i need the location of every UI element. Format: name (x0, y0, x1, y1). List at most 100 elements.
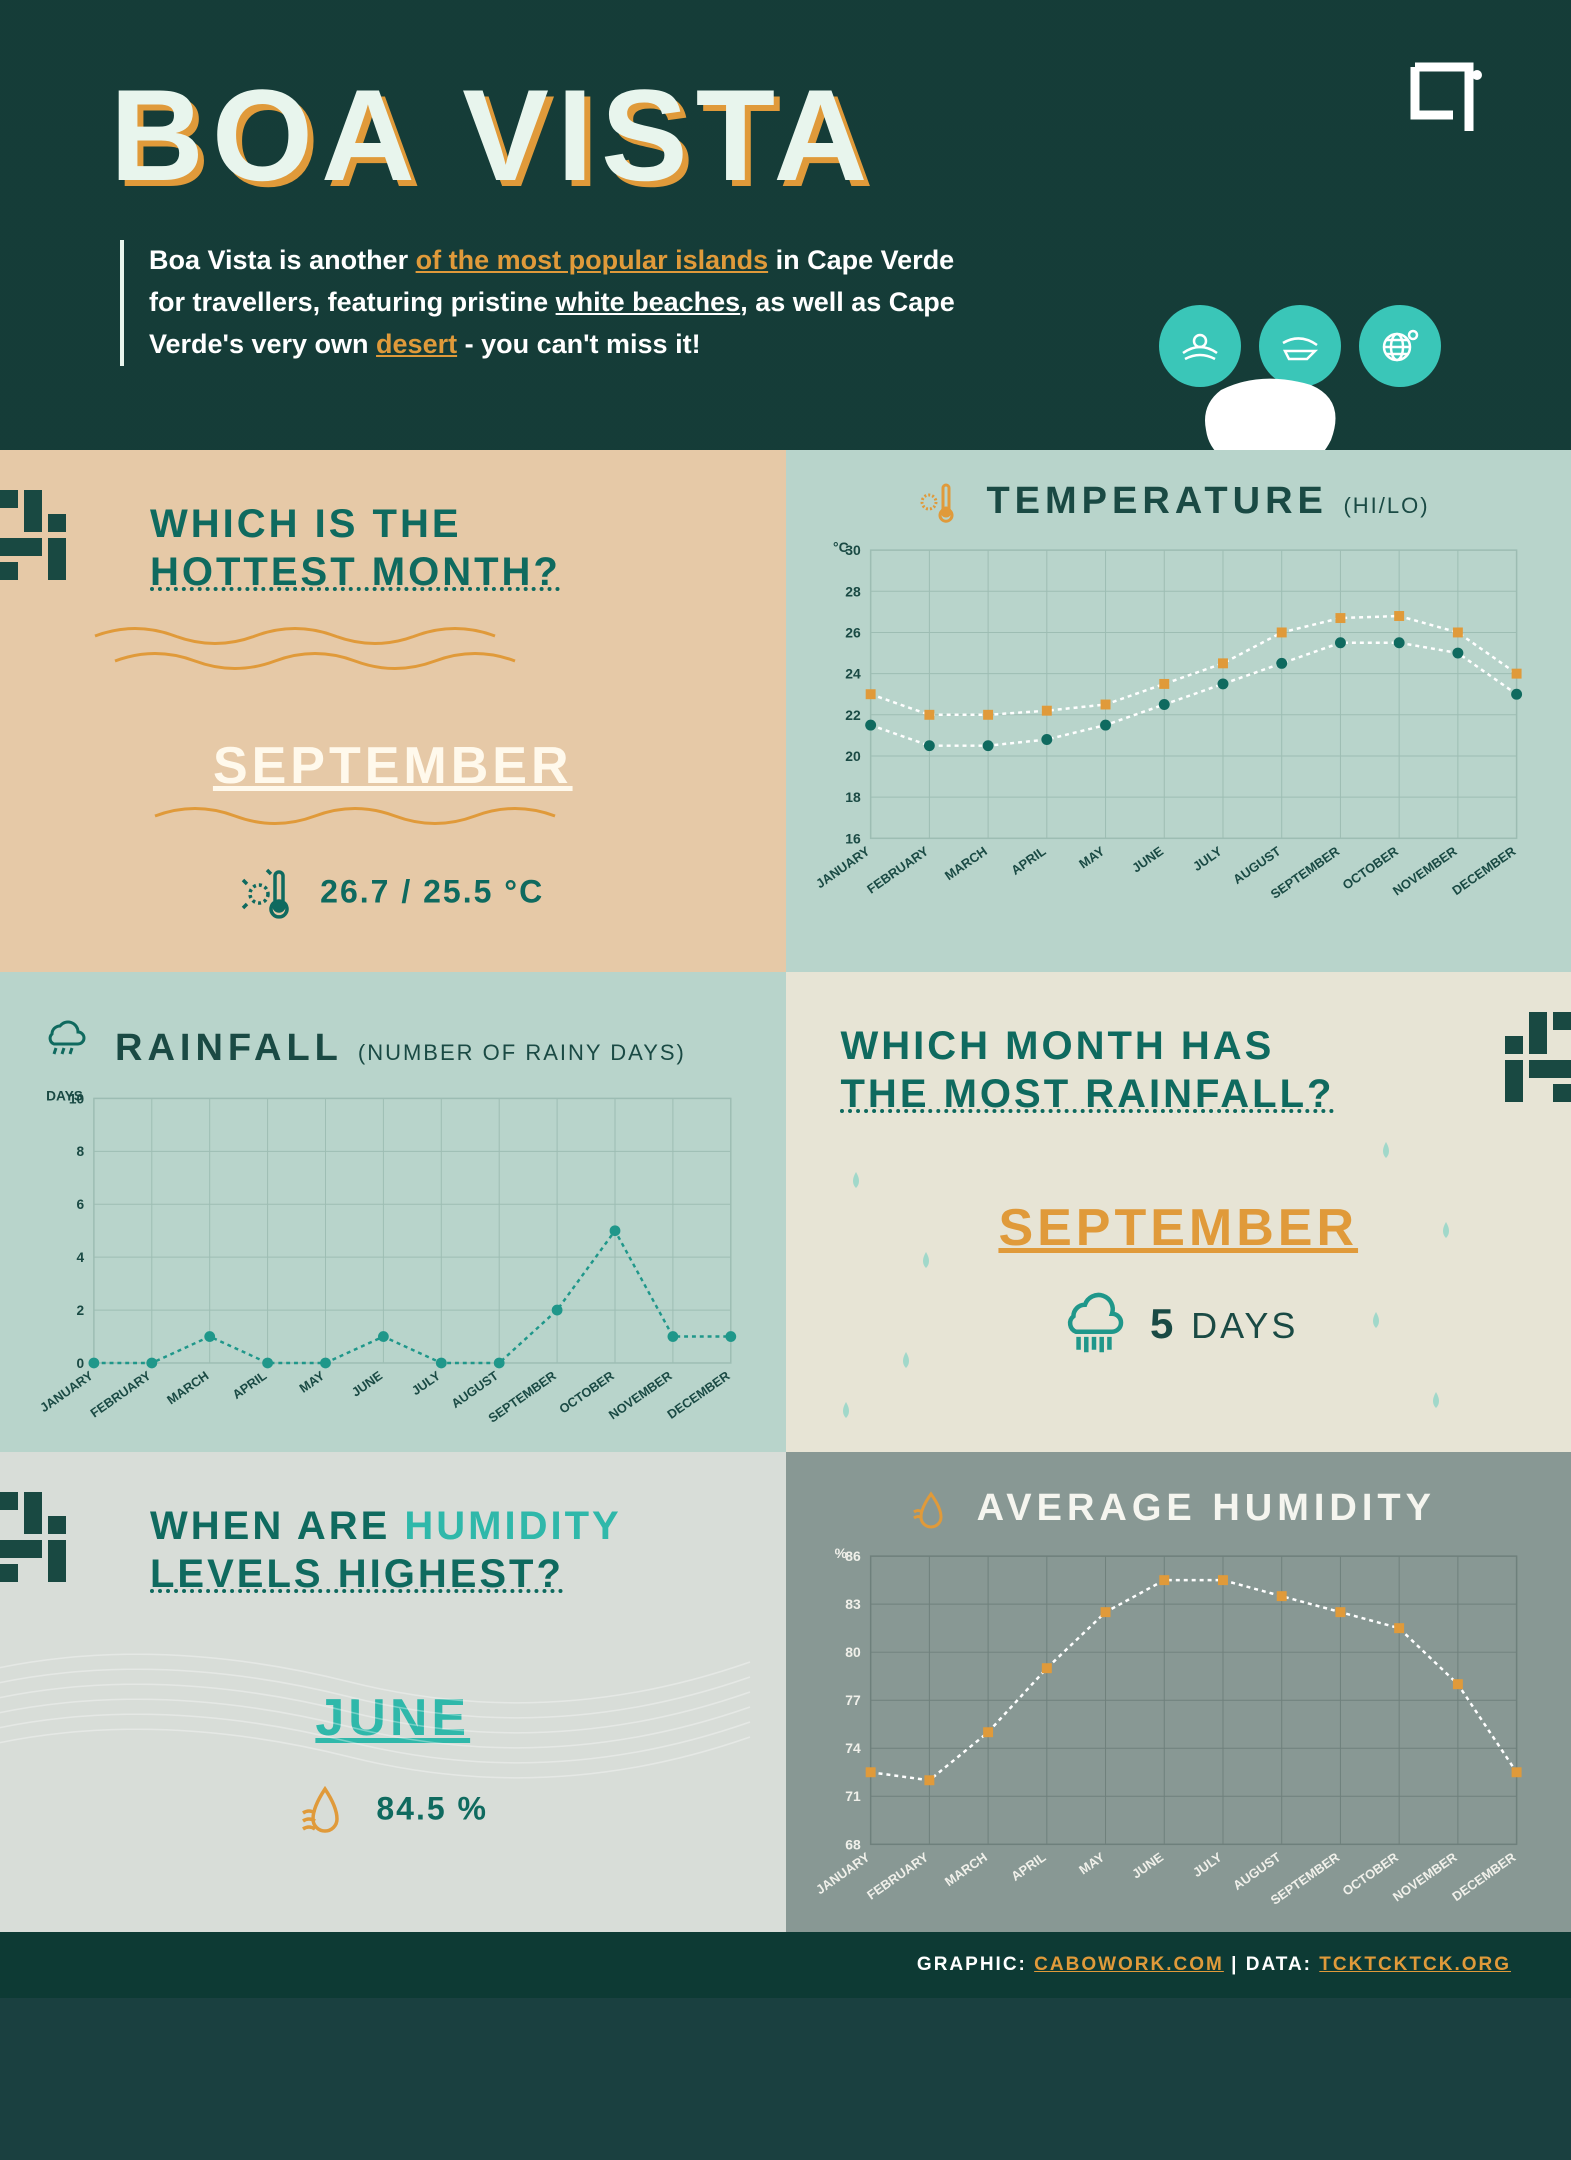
svg-text:APRIL: APRIL (229, 1368, 269, 1402)
svg-text:FEBRUARY: FEBRUARY (87, 1368, 154, 1421)
svg-text:20: 20 (845, 748, 861, 764)
svg-text:FEBRUARY: FEBRUARY (864, 1849, 931, 1902)
source-data-link[interactable]: TCKTCKTCK.ORG (1319, 1954, 1511, 1975)
decor-bars-icon (0, 1492, 90, 1592)
svg-text:APRIL: APRIL (1008, 843, 1048, 878)
svg-text:68: 68 (845, 1836, 861, 1852)
svg-text:16: 16 (845, 830, 861, 846)
intro-seg: Boa Vista is another (149, 245, 416, 275)
svg-text:DECEMBER: DECEMBER (1449, 1849, 1519, 1904)
wave-decor-icon (55, 796, 731, 836)
humidity-title-text: AVERAGE HUMIDITY (977, 1487, 1436, 1529)
svg-text:FEBRUARY: FEBRUARY (864, 843, 931, 896)
rain-q1: WHICH MONTH HAS (841, 1022, 1517, 1070)
hero: BOA VISTA Boa Vista is another of the mo… (0, 0, 1571, 450)
rain-days-unit: DAYS (1191, 1305, 1298, 1346)
svg-text:86: 86 (845, 1548, 861, 1564)
temperature-chart: 1618202224262830°CJANUARYFEBRUARYMARCHAP… (816, 539, 1532, 859)
svg-text:2: 2 (76, 1303, 84, 1318)
svg-text:AUGUST: AUGUST (1230, 843, 1283, 887)
svg-text:74: 74 (845, 1740, 861, 1756)
decor-bars-icon (0, 490, 90, 590)
svg-text:71: 71 (845, 1788, 861, 1804)
temp-chart-title: TEMPERATURE (HI/LO) (816, 480, 1532, 524)
svg-text:4: 4 (76, 1250, 84, 1265)
svg-text:77: 77 (845, 1692, 861, 1708)
svg-text:DAYS: DAYS (46, 1088, 83, 1103)
thermometer-icon (917, 482, 959, 524)
humidity-chart-panel: AVERAGE HUMIDITY 68717477808386%JANUARYF… (786, 1452, 1571, 1932)
row-1: WHICH IS THE HOTTEST MONTH? SEPTEMBER 26… (0, 450, 1571, 972)
svg-text:JULY: JULY (409, 1368, 444, 1399)
svg-text:AUGUST: AUGUST (448, 1368, 501, 1411)
svg-text:NOVEMBER: NOVEMBER (1389, 843, 1459, 898)
svg-text:°C: °C (833, 539, 849, 555)
temp-subtitle: (HI/LO) (1343, 493, 1429, 518)
svg-text:DECEMBER: DECEMBER (1449, 843, 1519, 898)
svg-text:DECEMBER: DECEMBER (664, 1368, 732, 1422)
svg-text:83: 83 (845, 1596, 861, 1612)
svg-text:80: 80 (845, 1644, 861, 1660)
hottest-answer: SEPTEMBER (55, 736, 731, 796)
hottest-temp-text: 26.7 / 25.5 °C (320, 873, 544, 909)
svg-text:JULY: JULY (1190, 1849, 1225, 1880)
svg-text:MAY: MAY (1076, 843, 1107, 871)
brand-logo-icon (1403, 55, 1491, 148)
hottest-month-panel: WHICH IS THE HOTTEST MONTH? SEPTEMBER 26… (0, 450, 786, 972)
rain-title: RAINFALL (115, 1027, 343, 1070)
svg-text:18: 18 (845, 789, 861, 805)
infographic-page: BOA VISTA Boa Vista is another of the mo… (0, 0, 1571, 1998)
svg-text:8: 8 (76, 1144, 84, 1159)
temperature-chart-panel: TEMPERATURE (HI/LO) 1618202224262830°CJA… (786, 450, 1571, 972)
rain-cloud-icon (40, 1012, 88, 1060)
svg-text:0: 0 (76, 1356, 84, 1371)
hq-seg: WHEN ARE (150, 1504, 404, 1548)
row-3: WHEN ARE HUMIDITY LEVELS HIGHEST? JUNE 8… (0, 1452, 1571, 1932)
footer-pre: GRAPHIC: (917, 1954, 1034, 1975)
svg-text:NOVEMBER: NOVEMBER (1389, 1849, 1459, 1904)
source-graphic-link[interactable]: CABOWORK.COM (1034, 1954, 1224, 1975)
hottest-value: 26.7 / 25.5 °C (55, 866, 731, 922)
hq-word: HUMIDITY (404, 1504, 621, 1548)
svg-text:JUNE: JUNE (1129, 1849, 1166, 1881)
rain-value: 5 DAYS (841, 1288, 1517, 1360)
white-beaches-link[interactable]: white beaches (556, 287, 741, 317)
footer: GRAPHIC: CABOWORK.COM | DATA: TCKTCKTCK.… (0, 1932, 1571, 1998)
rain-days-num: 5 (1150, 1300, 1176, 1347)
svg-text:APRIL: APRIL (1008, 1849, 1048, 1884)
most-rainfall-panel: WHICH MONTH HAS THE MOST RAINFALL? SEPTE… (786, 972, 1571, 1452)
svg-text:28: 28 (845, 583, 861, 599)
humidity-q2: LEVELS HIGHEST? (150, 1550, 731, 1598)
svg-text:%: % (834, 1545, 846, 1561)
humidity-chart-title: AVERAGE HUMIDITY (816, 1487, 1532, 1530)
rain-subtitle: (NUMBER OF RAINY DAYS) (358, 1040, 686, 1066)
svg-text:MARCH: MARCH (941, 1849, 989, 1889)
hottest-q2: HOTTEST MONTH? (150, 548, 731, 596)
svg-text:MAY: MAY (1076, 1849, 1107, 1877)
svg-text:MARCH: MARCH (941, 843, 989, 883)
footer-mid: | DATA: (1224, 1954, 1319, 1975)
humidity-q-panel: WHEN ARE HUMIDITY LEVELS HIGHEST? JUNE 8… (0, 1452, 786, 1932)
page-title: BOA VISTA (110, 60, 1461, 210)
globe-icon (1359, 305, 1441, 387)
rainfall-chart-panel: RAINFALL (NUMBER OF RAINY DAYS) 0246810D… (0, 972, 786, 1452)
wave-lines-icon (0, 1632, 786, 1812)
humidity-drop-icon (911, 1490, 951, 1530)
popular-islands-link[interactable]: of the most popular islands (416, 245, 769, 275)
svg-text:JULY: JULY (1190, 843, 1225, 874)
decor-bars-icon (1481, 1012, 1571, 1112)
temp-title-text: TEMPERATURE (986, 480, 1327, 522)
desert-link[interactable]: desert (376, 329, 457, 359)
rain-q2: THE MOST RAINFALL? (841, 1070, 1517, 1118)
svg-text:24: 24 (845, 666, 861, 682)
rainfall-chart: 0246810DAYSJANUARYFEBRUARYMARCHAPRILMAYJ… (40, 1085, 746, 1405)
wave-decor-icon (55, 616, 731, 676)
svg-text:6: 6 (76, 1197, 84, 1212)
humidity-chart: 68717477808386%JANUARYFEBRUARYMARCHAPRIL… (816, 1545, 1532, 1865)
intro-text: Boa Vista is another of the most popular… (120, 240, 990, 366)
row-2: RAINFALL (NUMBER OF RAINY DAYS) 0246810D… (0, 972, 1571, 1452)
svg-text:MARCH: MARCH (164, 1368, 211, 1407)
rain-cloud-icon (1058, 1288, 1130, 1360)
thermometer-icon (241, 866, 297, 922)
svg-text:JUNE: JUNE (1129, 843, 1166, 875)
